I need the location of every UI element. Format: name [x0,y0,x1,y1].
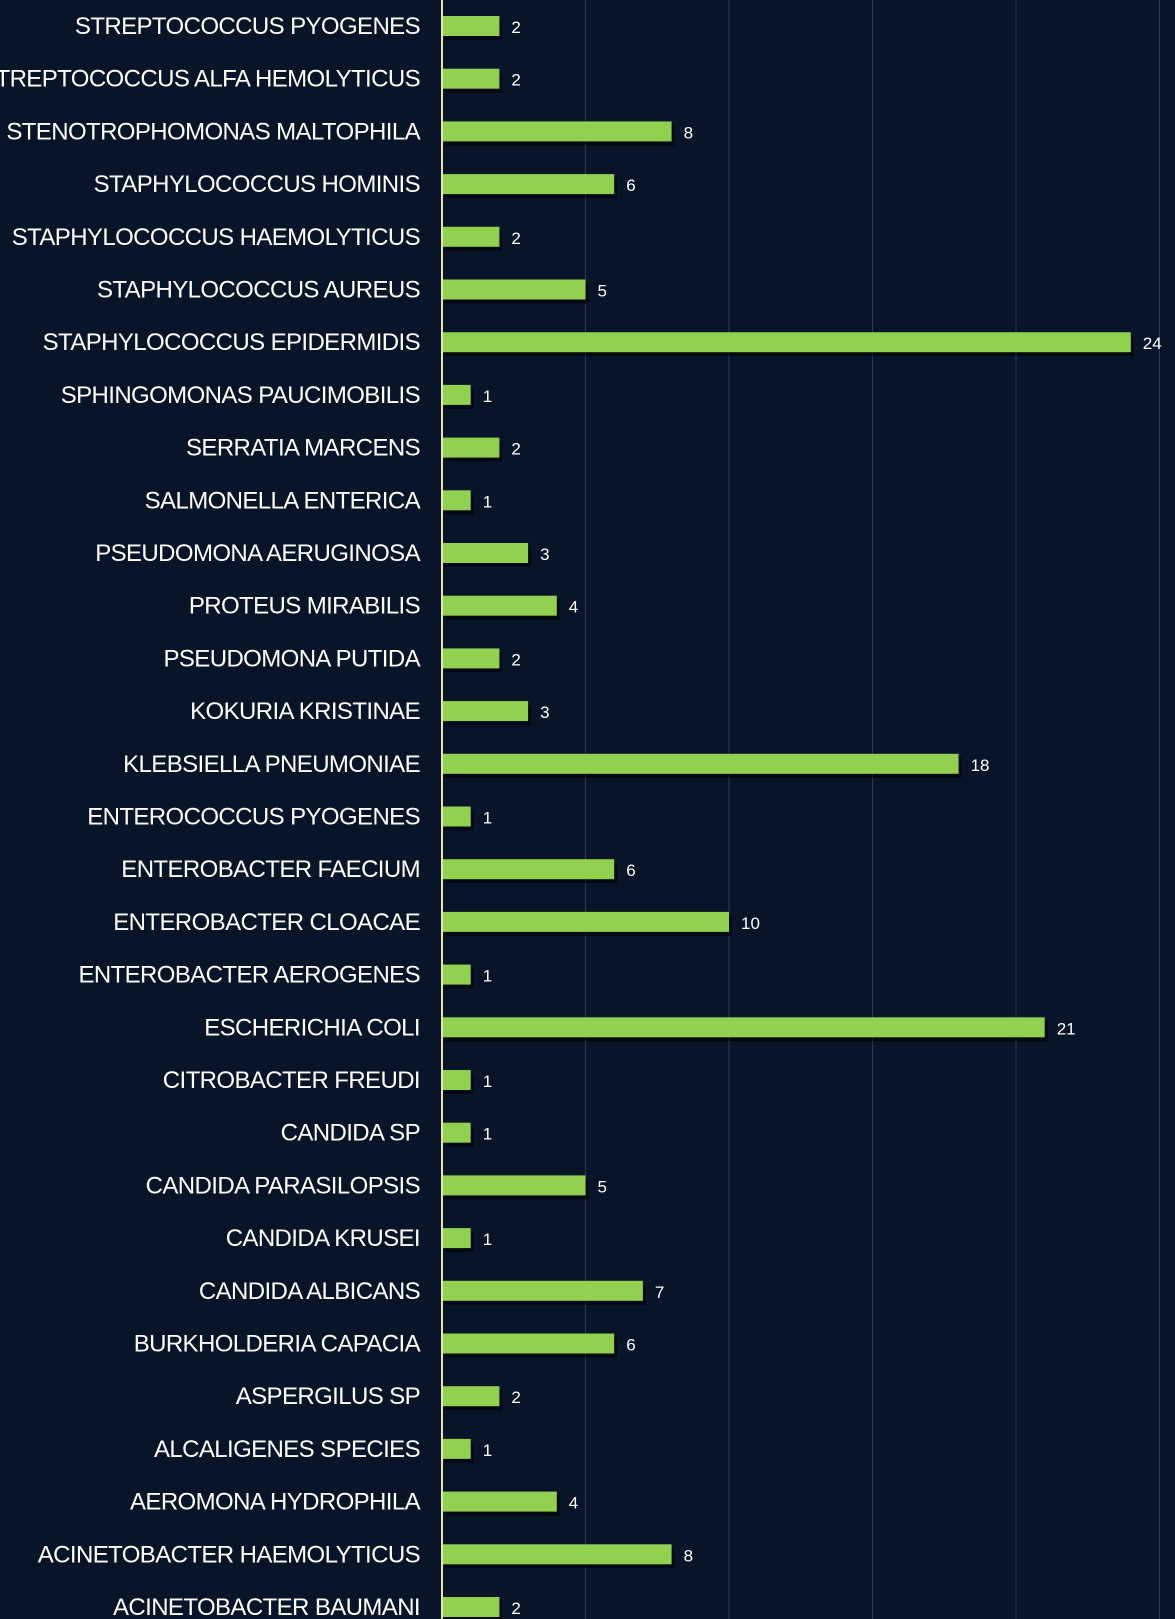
category-label: ALCALIGENES SPECIES [154,1436,420,1463]
category-label: STAPHYLOCOCCUS AUREUS [97,277,420,304]
bar [442,543,529,563]
bar [442,1491,557,1512]
category-label: STREPTOCOCCUS PYOGENES [75,13,420,40]
category-label: ENTEROCOCCUS PYOGENES [87,804,420,831]
bar [442,16,500,36]
data-label: 2 [511,229,520,248]
category-label: ESCHERICHIA COLI [204,1014,420,1041]
data-label: 1 [483,1072,492,1091]
data-label: 2 [511,18,520,37]
category-label: AEROMONA HYDROPHILA [130,1489,421,1516]
data-label: 5 [598,282,607,301]
bar [442,1333,615,1354]
category-label: CITROBACTER FREUDI [163,1067,420,1094]
bar [442,701,529,722]
bars [442,16,1134,1619]
category-label: ASPERGILUS SP [236,1383,420,1410]
bar [442,384,471,405]
bar [442,1017,1045,1038]
category-label: ENTEROBACTER AEROGENES [78,962,420,989]
data-label: 3 [540,545,549,564]
bar [442,753,959,774]
bar [442,1544,672,1565]
data-label: 8 [684,123,693,142]
category-label: CANDIDA ALBICANS [199,1278,420,1305]
category-label: PSEUDOMONA PUTIDA [163,645,420,672]
category-label: KLEBSIELLA PNEUMONIAE [123,751,420,778]
data-label: 1 [483,1230,492,1249]
category-label: ACINETOBACTER HAEMOLYTICUS [38,1541,420,1568]
category-label: STREPTOCOCCUS ALFA HEMOLYTICUS [0,66,420,93]
bar [442,1175,586,1196]
category-label: PROTEUS MIRABILIS [189,593,420,620]
bar [442,1386,500,1407]
bar [442,1280,643,1301]
data-label: 6 [626,861,635,880]
data-label: 21 [1057,1019,1076,1038]
bar [442,279,586,300]
bar [442,964,471,985]
bar [442,648,500,669]
bar [442,437,500,458]
category-label: STAPHYLOCOCCUS EPIDERMIDIS [43,329,420,356]
data-label: 1 [483,809,492,828]
category-label: CANDIDA KRUSEI [226,1225,420,1252]
category-label: CANDIDA SP [281,1120,420,1147]
bar [442,1438,471,1459]
bar [442,595,557,616]
data-label: 1 [483,492,492,511]
data-label: 24 [1143,334,1162,353]
category-label: STAPHYLOCOCCUS HOMINIS [94,171,420,198]
bar [442,911,729,932]
category-label: KOKURIA KRISTINAE [190,698,420,725]
bar [442,1228,471,1249]
grid-lines [585,0,1160,1619]
data-label: 10 [741,914,760,933]
category-label: BURKHOLDERIA CAPACIA [134,1331,421,1358]
category-label: STENOTROPHOMONAS MALTOPHILA [6,118,420,145]
bar [442,859,615,880]
bar [442,68,500,89]
data-label: 2 [511,1599,520,1618]
data-label: 4 [569,1494,578,1513]
data-label: 1 [483,1441,492,1460]
data-label: 2 [511,440,520,459]
data-label: 1 [483,387,492,406]
data-label: 6 [626,1336,635,1355]
category-label: CANDIDA PARASILOPSIS [146,1172,420,1199]
data-label: 6 [626,176,635,195]
category-label: SPHINGOMONAS PAUCIMOBILIS [61,382,420,409]
data-label: 1 [483,967,492,986]
category-label: PSEUDOMONA AERUGINOSA [95,540,420,567]
bar [442,1122,471,1143]
bar [442,226,500,247]
data-label: 3 [540,703,549,722]
bar [442,121,672,142]
data-label: 2 [511,1388,520,1407]
data-label: 7 [655,1283,664,1302]
data-label: 1 [483,1125,492,1144]
bar [442,1070,471,1090]
bar [442,332,1131,353]
data-label: 18 [971,756,990,775]
data-label: 4 [569,598,578,617]
category-label: SERRATIA MARCENS [186,435,420,462]
category-labels: STREPTOCOCCUS PYOGENES STREPTOCOCCUS ALFA… [0,13,421,1619]
category-label: SALMONELLA ENTERICA [145,487,421,514]
bar [442,1597,500,1617]
category-label: ENTEROBACTER FAECIUM [121,856,420,883]
bar [442,806,471,827]
bar [442,174,615,195]
bar [442,490,471,511]
category-label: ENTEROBACTER CLOACAE [113,909,420,936]
data-label: 2 [511,71,520,90]
category-label: STAPHYLOCOCCUS HAEMOLYTICUS [12,224,420,251]
data-label: 8 [684,1546,693,1565]
data-label: 2 [511,650,520,669]
category-label: ACINETOBACTER BAUMANI [113,1594,420,1619]
data-label: 5 [598,1177,607,1196]
